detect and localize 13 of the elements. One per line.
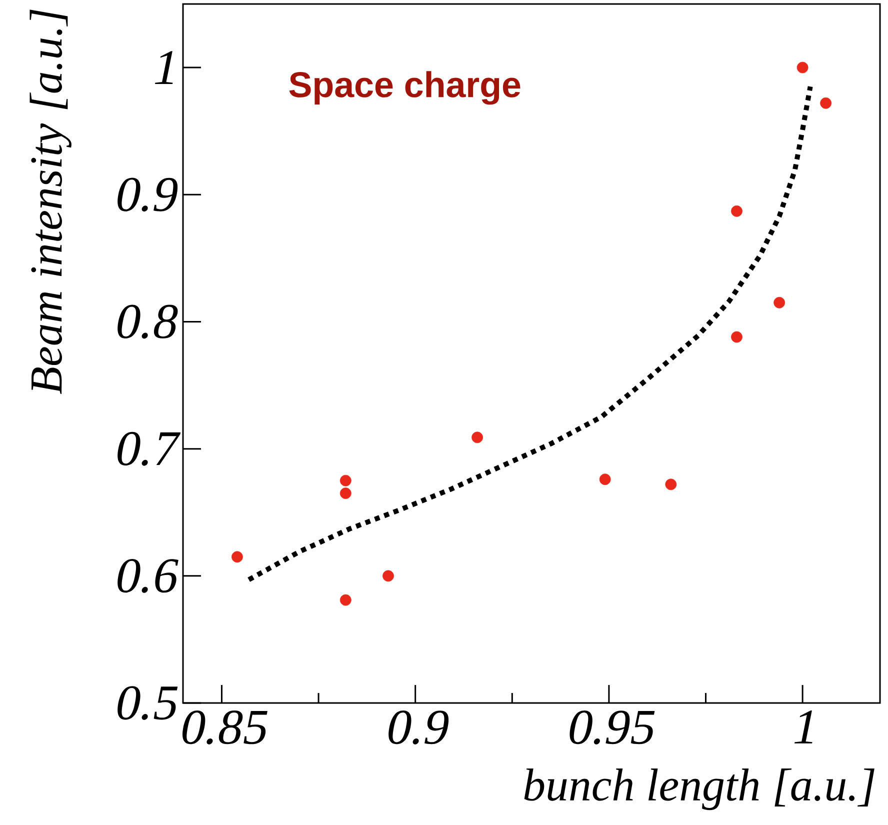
y-tick-label: 1 [154,51,173,84]
y-tick-label: 0.8 [118,304,178,339]
x-axis-title: bunch length [a.u.] [524,768,874,810]
y-tick-label: 0.7 [118,432,181,466]
x-tick-label: 0.85 [182,710,268,744]
x-tick-label: 0.9 [388,710,449,744]
y-axis-title: Beam intensity [a.u.] [30,10,72,394]
x-tick-label: 0.95 [570,710,655,744]
x-tick-label: 1 [794,710,812,744]
y-tick-label: 0.9 [118,178,178,212]
y-tick-label: 0.5 [118,686,178,720]
y-tick-label: 0.6 [118,558,178,593]
annotation: Space charge [289,71,520,105]
